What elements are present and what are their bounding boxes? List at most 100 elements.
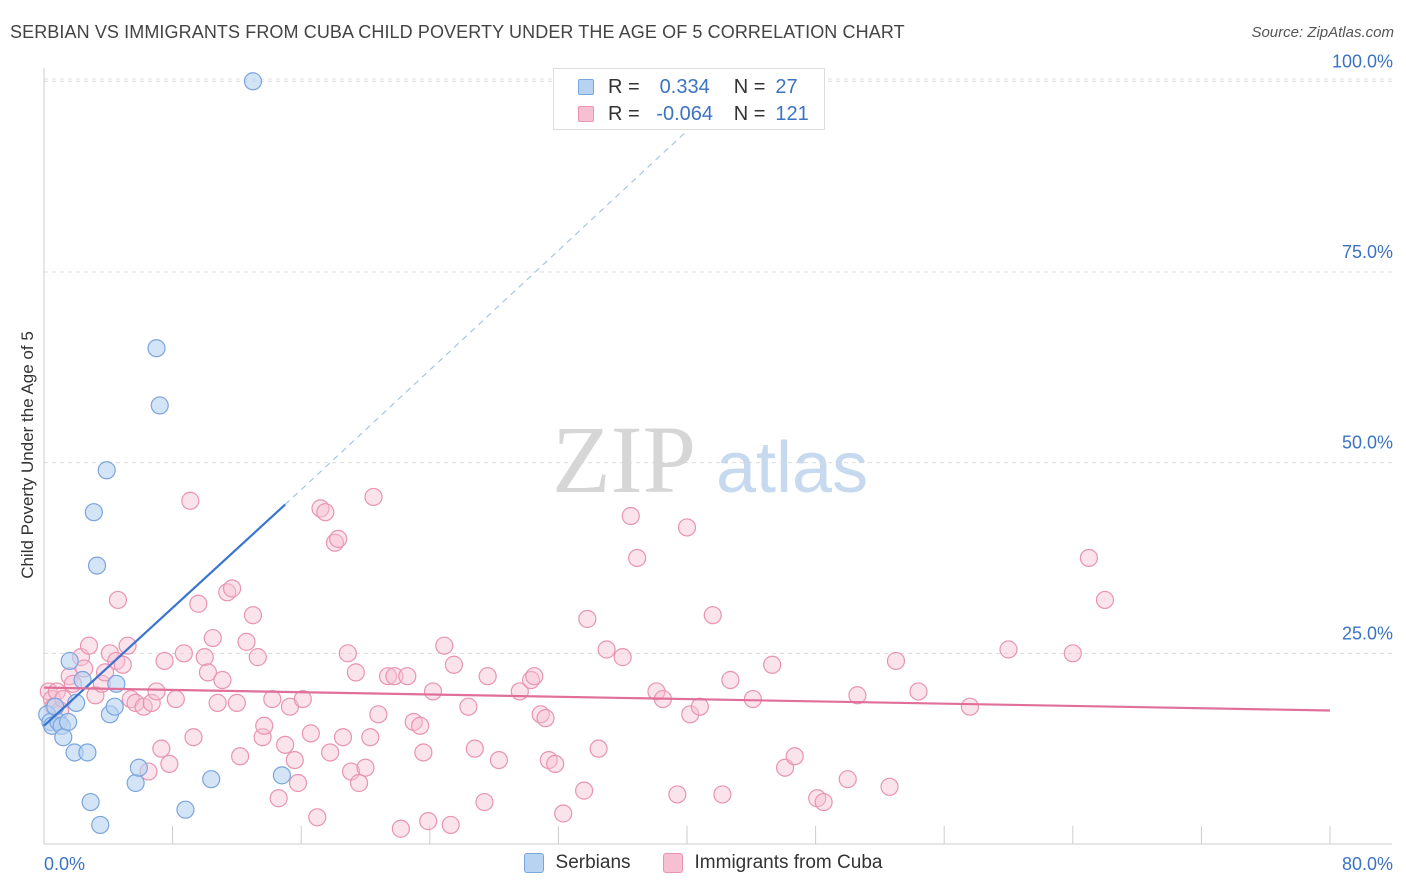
cuba-data-point xyxy=(459,697,478,716)
serbians-swatch xyxy=(578,79,594,95)
cuba-data-point xyxy=(142,693,161,712)
cuba-data-point xyxy=(703,606,722,625)
watermark-zip: ZIP xyxy=(552,406,696,513)
cuba-data-point xyxy=(285,750,304,770)
serbians-trend-extension xyxy=(284,130,688,506)
cuba-data-point xyxy=(1079,548,1098,568)
trend-lines xyxy=(43,130,1331,727)
tick-labels: 25.0% 50.0% 75.0% 100.0% 0.0% 80.0% xyxy=(44,51,1393,874)
cuba-data-point xyxy=(361,728,380,747)
serbians-data-point xyxy=(91,815,110,835)
cuba-data-point xyxy=(237,632,256,651)
cuba-data-point xyxy=(886,651,906,671)
cuba-data-point xyxy=(628,548,647,568)
serbians-data-point xyxy=(126,773,145,793)
serbians-data-point xyxy=(84,503,103,522)
serbians-data-point xyxy=(59,712,78,732)
cuba-data-point xyxy=(848,686,867,705)
serbians-data-point xyxy=(97,461,116,480)
correlation-stats-box: R = 0.334 N = 27 R = -0.064 N = 121 xyxy=(553,68,825,130)
cuba-data-point xyxy=(166,689,185,709)
serbians-data-point xyxy=(150,396,169,415)
cuba-data-point xyxy=(263,689,282,709)
cuba-data-point xyxy=(999,640,1018,659)
n-label: N = xyxy=(733,102,766,125)
cuba-data-point xyxy=(721,670,740,690)
cuba-data-point xyxy=(118,636,137,655)
stats-row-cuba: R = -0.064 N = 121 xyxy=(578,102,809,126)
cuba-data-point xyxy=(597,640,616,659)
cuba-data-point xyxy=(575,781,594,800)
cuba-data-point xyxy=(184,728,203,747)
legend-label-serbians: Serbians xyxy=(555,852,631,873)
cuba-data-point xyxy=(419,812,438,831)
cuba-data-point xyxy=(231,747,250,766)
cuba-data-point xyxy=(444,655,464,674)
cuba-data-point xyxy=(243,606,263,625)
cuba-data-point xyxy=(441,815,460,835)
cuba-data-point xyxy=(398,667,417,686)
cuba-data-point xyxy=(435,636,454,655)
cuba-data-point xyxy=(86,686,105,705)
cuba-data-point xyxy=(378,667,398,686)
serbians-data-point xyxy=(105,697,124,716)
cuba-data-point xyxy=(489,750,509,770)
n-label: N = xyxy=(733,75,766,98)
cuba-data-point xyxy=(478,667,497,686)
serbians-data-point xyxy=(176,800,195,819)
cuba-data-point xyxy=(253,728,272,747)
cuba-data-point xyxy=(356,758,375,777)
cuba-data-point xyxy=(880,777,899,796)
cuba-data-point xyxy=(203,628,222,648)
cuba-data-point xyxy=(181,491,200,510)
cuba-data-point xyxy=(814,792,833,812)
source-credit: Source: ZipAtlas.com xyxy=(1251,24,1394,41)
cuba-data-point xyxy=(369,705,388,724)
cuba-data-point xyxy=(668,785,687,804)
cuba-data-point xyxy=(308,808,327,827)
cuba-data-point xyxy=(364,487,383,507)
serbians-data-point xyxy=(129,758,148,777)
cuba-data-point xyxy=(589,739,608,758)
cuba-legend-swatch xyxy=(662,853,683,873)
cuba-data-point xyxy=(174,644,193,663)
cuba-data-point xyxy=(108,590,128,610)
cuba-data-point xyxy=(713,785,732,804)
cuba-data-point xyxy=(621,506,640,526)
r-value: -0.064 xyxy=(656,102,714,125)
x-tick-label: 0.0% xyxy=(44,854,85,874)
cuba-data-point xyxy=(677,518,697,537)
cuba-data-point xyxy=(248,648,267,667)
legend-item-serbians[interactable]: Serbians xyxy=(523,852,631,874)
cuba-data-point xyxy=(316,503,335,522)
cuba-data-point xyxy=(647,682,666,701)
chart-title: SERBIAN VS IMMIGRANTS FROM CUBA CHILD PO… xyxy=(10,22,905,42)
cuba-data-point xyxy=(349,773,369,793)
r-value: 0.334 xyxy=(659,75,710,98)
cuba-data-point xyxy=(785,747,804,766)
cuba-data-point xyxy=(208,693,227,712)
legend-label-cuba: Immigrants from Cuba xyxy=(694,852,883,873)
legend-item-cuba[interactable]: Immigrants from Cuba xyxy=(662,852,883,874)
serbians-data-point xyxy=(272,766,292,785)
serbians-points xyxy=(38,72,292,835)
serbians-data-point xyxy=(81,792,100,812)
cuba-data-point xyxy=(960,697,980,716)
r-label: R = xyxy=(608,75,640,98)
cuba-data-point xyxy=(838,770,857,789)
cuba-data-point xyxy=(160,754,179,774)
cuba-data-point xyxy=(681,705,700,724)
serbians-data-point xyxy=(54,728,73,747)
serbians-data-point xyxy=(46,697,65,716)
cuba-data-point xyxy=(546,754,565,774)
cuba-data-point xyxy=(346,663,365,682)
cuba-data-point xyxy=(301,724,320,743)
cuba-data-point xyxy=(385,667,404,686)
serbians-legend-swatch xyxy=(523,853,544,873)
stats-row-serbians: R = 0.334 N = 27 xyxy=(578,75,798,99)
serbians-data-point xyxy=(202,770,221,789)
watermark: ZIP atlas xyxy=(552,406,868,513)
y-tick-label: 50.0% xyxy=(1342,433,1393,453)
cuba-points xyxy=(39,487,1115,838)
